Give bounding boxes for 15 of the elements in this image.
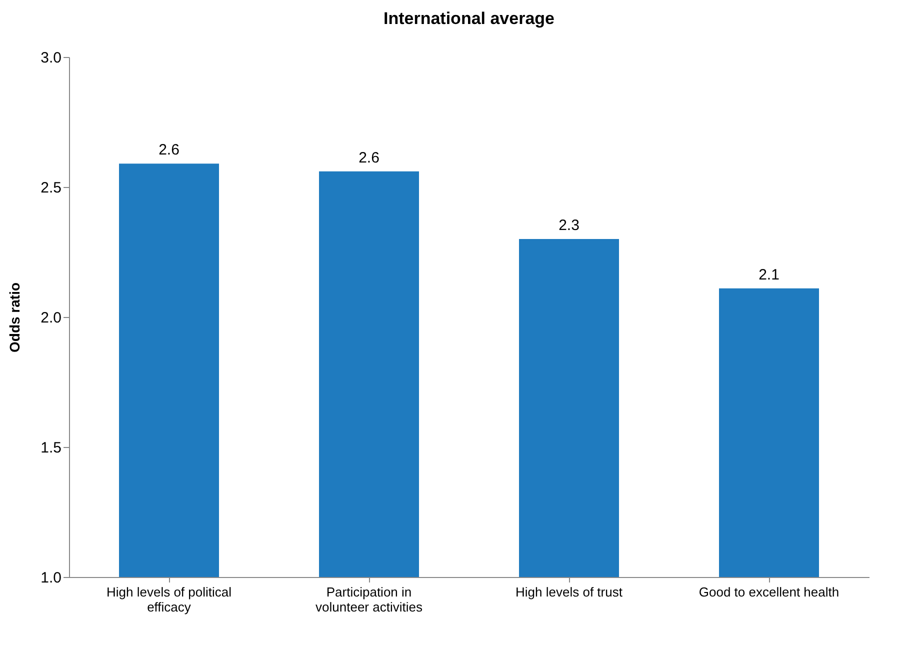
y-tick-label: 3.0 bbox=[40, 50, 62, 66]
x-tick-label: High levels of trust bbox=[516, 584, 623, 600]
data-label: 2.6 bbox=[158, 142, 180, 159]
y-tick-label: 2.0 bbox=[40, 310, 62, 326]
x-tick-label: Good to excellent health bbox=[698, 584, 840, 600]
data-label: 2.6 bbox=[358, 149, 380, 166]
chart-title: International average bbox=[383, 9, 555, 28]
x-tick-label: High levels of political efficacy bbox=[106, 584, 232, 614]
y-tick-label: 1.5 bbox=[40, 440, 62, 456]
data-label: 2.3 bbox=[558, 217, 580, 234]
data-label: 2.1 bbox=[758, 266, 780, 284]
y-axis-title: Odds ratio bbox=[6, 282, 23, 353]
y-tick-label: 2.5 bbox=[40, 180, 62, 196]
x-tick-label: Participation in volunteer activities bbox=[316, 584, 423, 614]
y-tick-label: 1.0 bbox=[40, 570, 62, 586]
